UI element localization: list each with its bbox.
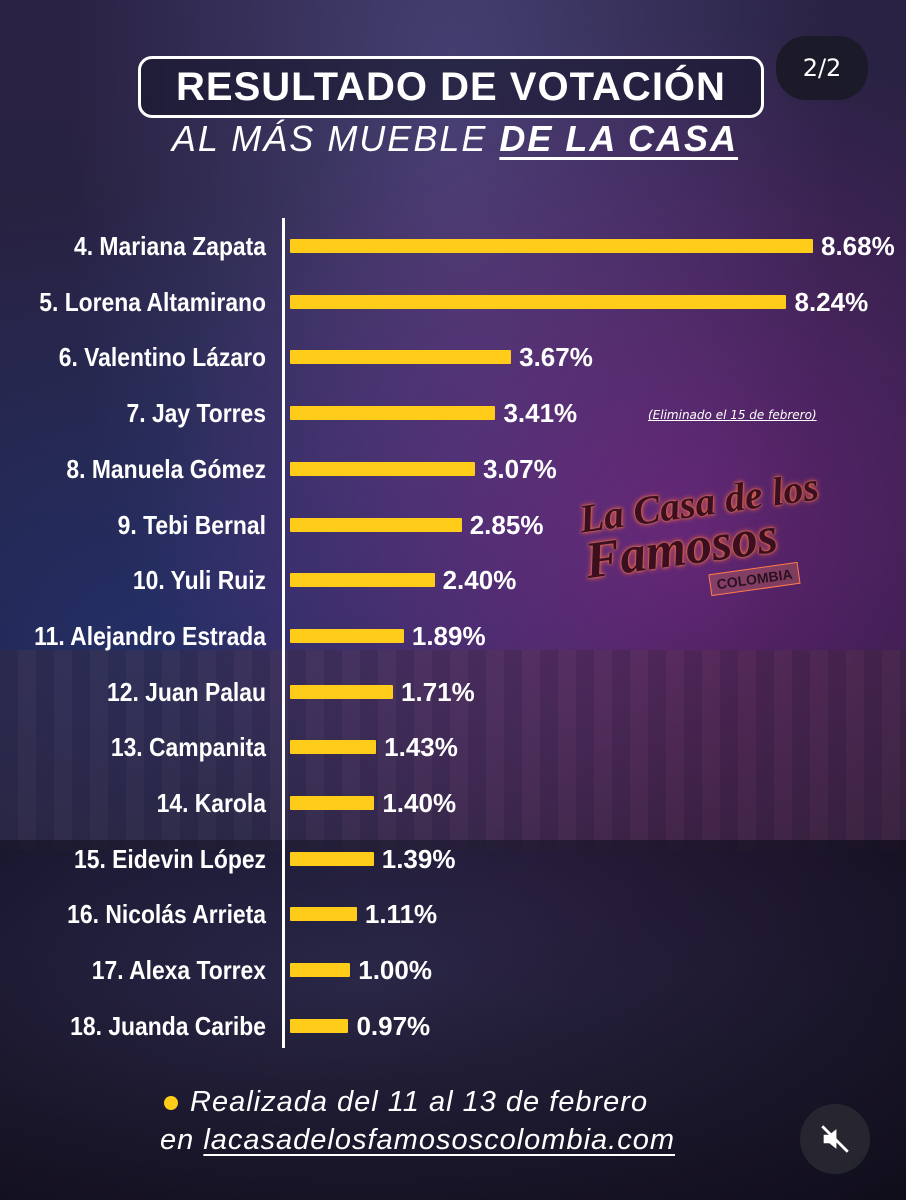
show-logo: La Casa de los Famosos COLOMBIA <box>576 461 842 625</box>
value-label: 1.11% <box>364 899 438 930</box>
subtitle-part1: AL MÁS MUEBLE <box>171 118 488 159</box>
value-label: 1.43% <box>384 732 458 763</box>
value-label: 8.24% <box>794 286 869 317</box>
footer-url[interactable]: lacasadelosfamososcolombia.com <box>203 1124 675 1156</box>
value-label: 2.85% <box>469 509 544 540</box>
category-label: 11. Alejandro Estrada <box>34 620 266 651</box>
category-label: 17. Alexa Torrex <box>91 955 266 986</box>
value-label: 3.07% <box>482 453 557 484</box>
value-label: 3.67% <box>519 342 593 373</box>
bar-annotation: (Eliminado el 15 de febrero) <box>648 395 817 435</box>
bullet-icon <box>164 1096 178 1111</box>
footer-prefix: en <box>160 1124 195 1156</box>
value-label: 1.00% <box>358 955 432 986</box>
category-label: 18. Juanda Caribe <box>70 1010 266 1041</box>
bar <box>290 1018 349 1033</box>
chart-title: RESULTADO DE VOTACIÓN <box>138 56 764 118</box>
mute-icon <box>821 1125 849 1153</box>
bar <box>290 294 787 309</box>
category-label: 6. Valentino Lázaro <box>58 342 266 373</box>
bar <box>290 684 394 699</box>
value-label: 1.89% <box>411 620 486 651</box>
category-label: 12. Juan Palau <box>107 676 266 707</box>
category-label: 5. Lorena Altamirano <box>39 286 266 317</box>
subtitle-part2: DE LA CASA <box>499 118 739 159</box>
category-label: 9. Tebi Bernal <box>117 509 267 540</box>
category-label: 8. Manuela Gómez <box>66 453 266 484</box>
chart-subtitle: AL MÁS MUEBLE DE LA CASA <box>130 118 780 160</box>
value-label: 3.41% <box>503 398 578 429</box>
bar-annotation-text: (Eliminado el 15 de febrero) <box>648 408 817 423</box>
category-label: 7. Jay Torres <box>126 398 266 429</box>
footer-date-text: Realizada del 11 al 13 de febrero <box>190 1086 649 1118</box>
category-label: 4. Mariana Zapata <box>73 231 266 261</box>
bar <box>290 461 475 476</box>
value-label: 1.40% <box>382 788 457 818</box>
footer-source: en lacasadelosfamososcolombia.com <box>160 1124 760 1164</box>
bar <box>290 963 351 978</box>
footer-date: Realizada del 11 al 13 de febrero <box>164 1086 724 1126</box>
bar <box>290 517 462 532</box>
bar <box>290 740 377 755</box>
bar <box>290 851 374 866</box>
value-label: 0.97% <box>356 1010 431 1041</box>
bar <box>290 239 813 253</box>
value-label: 1.39% <box>381 843 456 874</box>
bar <box>290 628 404 643</box>
category-label: 10. Yuli Ruiz <box>132 565 266 596</box>
value-label: 2.40% <box>442 565 517 596</box>
bar <box>290 907 357 922</box>
category-label: 15. Eidevin López <box>74 843 266 874</box>
page-counter: 2/2 <box>776 36 868 100</box>
value-label: 1.71% <box>401 676 475 707</box>
chart-axis <box>282 218 285 1048</box>
mute-button[interactable] <box>800 1104 870 1174</box>
background-floor <box>0 840 906 1200</box>
bar <box>290 350 512 365</box>
category-label: 16. Nicolás Arrieta <box>67 899 266 930</box>
category-label: 13. Campanita <box>110 732 266 763</box>
value-label: 8.68% <box>821 231 895 261</box>
background-sofa <box>0 650 906 850</box>
category-label: 14. Karola <box>156 788 266 818</box>
bar <box>290 796 375 810</box>
bar <box>290 406 496 421</box>
bar <box>290 573 435 588</box>
